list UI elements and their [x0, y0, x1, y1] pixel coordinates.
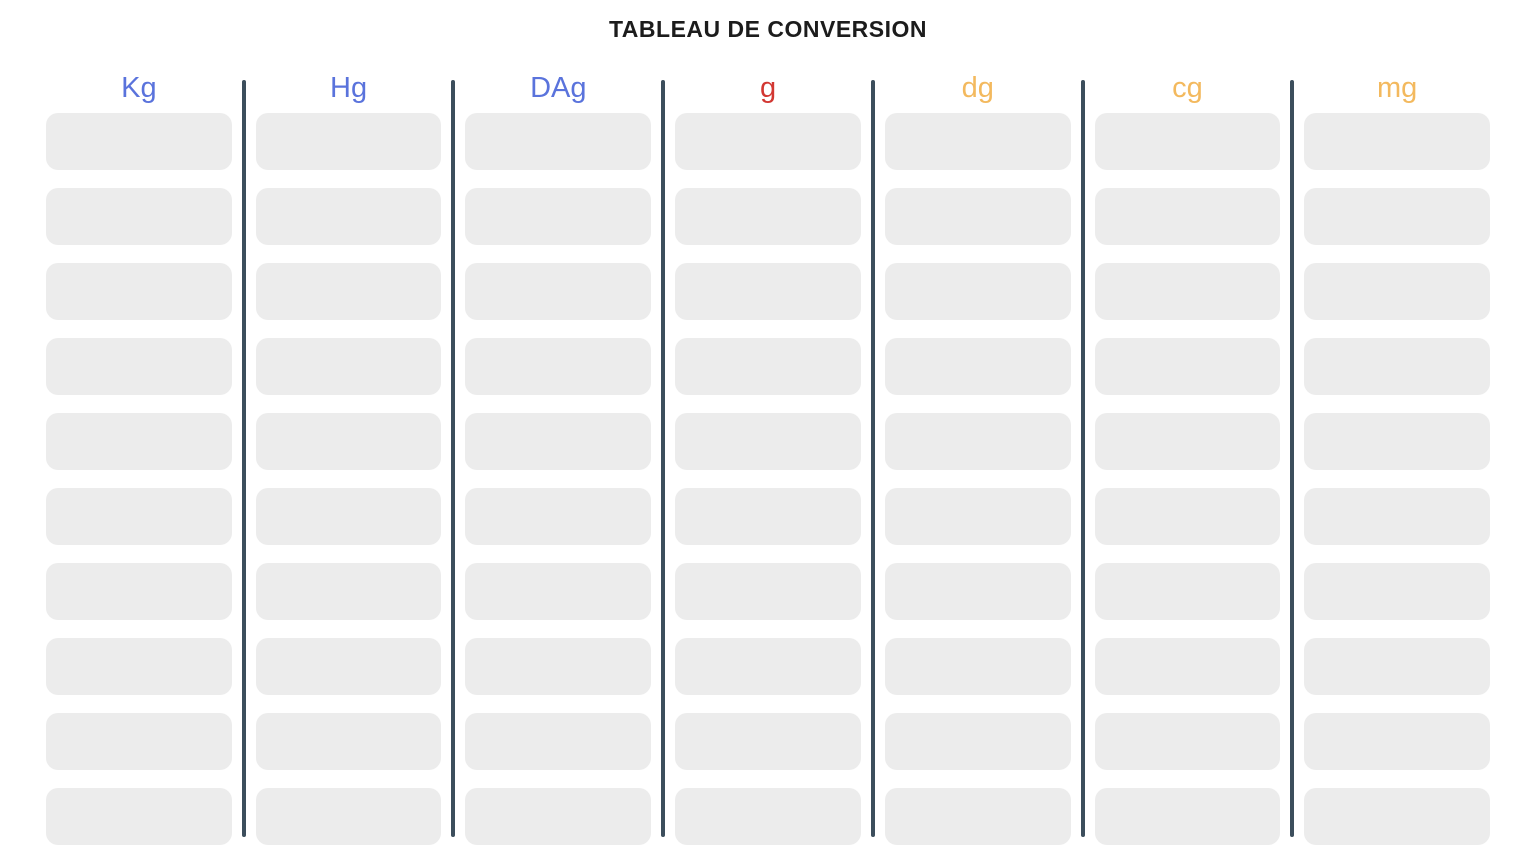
conversion-cell[interactable]	[46, 488, 232, 545]
conversion-cell[interactable]	[1304, 713, 1491, 770]
conversion-cell[interactable]	[1304, 338, 1491, 395]
conversion-cell[interactable]	[255, 188, 442, 245]
column-header-g: g	[759, 72, 777, 104]
conversion-cell[interactable]	[1094, 638, 1281, 695]
column-cells-g	[665, 113, 871, 845]
conversion-cell[interactable]	[1304, 263, 1491, 320]
column-cells-kg	[36, 113, 242, 845]
conversion-cell[interactable]	[675, 638, 861, 695]
conversion-cell[interactable]	[46, 188, 232, 245]
conversion-cell[interactable]	[675, 188, 861, 245]
conversion-cell[interactable]	[1094, 413, 1281, 470]
conversion-cell[interactable]	[255, 263, 442, 320]
conversion-cell[interactable]	[465, 638, 652, 695]
conversion-cell[interactable]	[46, 788, 232, 845]
conversion-cell[interactable]	[465, 113, 652, 170]
conversion-cell[interactable]	[884, 563, 1071, 620]
conversion-cell[interactable]	[884, 788, 1071, 845]
conversion-cell[interactable]	[1094, 488, 1281, 545]
conversion-cell[interactable]	[1094, 563, 1281, 620]
conversion-cell[interactable]	[465, 713, 652, 770]
conversion-cell[interactable]	[884, 263, 1071, 320]
conversion-cell[interactable]	[465, 563, 652, 620]
conversion-cell[interactable]	[255, 488, 442, 545]
conversion-cell[interactable]	[1304, 788, 1491, 845]
conversion-cell[interactable]	[884, 488, 1071, 545]
conversion-cell[interactable]	[255, 563, 442, 620]
column-mg: mg	[1294, 68, 1500, 863]
conversion-cell[interactable]	[675, 338, 861, 395]
column-header-kg: Kg	[121, 72, 157, 104]
column-divider	[241, 80, 246, 837]
conversion-cell[interactable]	[465, 188, 652, 245]
conversion-cell[interactable]	[675, 713, 861, 770]
conversion-cell[interactable]	[675, 488, 861, 545]
conversion-cell[interactable]	[255, 788, 442, 845]
column-divider	[870, 80, 875, 837]
conversion-cell[interactable]	[884, 638, 1071, 695]
column-dg: dg	[875, 68, 1081, 863]
conversion-cell[interactable]	[1304, 113, 1491, 170]
conversion-cell[interactable]	[675, 263, 861, 320]
column-dag: DAg	[455, 68, 661, 863]
column-header-mg: mg	[1377, 72, 1418, 104]
conversion-cell[interactable]	[465, 488, 652, 545]
conversion-cell[interactable]	[465, 263, 652, 320]
conversion-cell[interactable]	[255, 713, 442, 770]
conversion-cell[interactable]	[884, 113, 1071, 170]
conversion-table: Kg Hg DAg g dg cg mg	[36, 68, 1500, 863]
conversion-cell[interactable]	[255, 638, 442, 695]
conversion-cell[interactable]	[255, 413, 442, 470]
conversion-cell[interactable]	[1304, 488, 1491, 545]
conversion-cell[interactable]	[255, 113, 442, 170]
column-cells-dg	[875, 113, 1081, 845]
column-divider	[451, 80, 456, 837]
column-cells-cg	[1085, 113, 1291, 845]
conversion-cell[interactable]	[255, 338, 442, 395]
column-header-cg: cg	[1172, 72, 1203, 104]
conversion-cell[interactable]	[1094, 713, 1281, 770]
conversion-cell[interactable]	[884, 188, 1071, 245]
conversion-cell[interactable]	[46, 338, 232, 395]
conversion-cell[interactable]	[1304, 188, 1491, 245]
column-header-hg: Hg	[330, 72, 368, 104]
column-header-dag: DAg	[530, 72, 587, 104]
column-header-dg: dg	[961, 72, 994, 104]
column-cells-mg	[1294, 113, 1500, 845]
column-divider	[661, 80, 666, 837]
conversion-cell[interactable]	[1094, 338, 1281, 395]
column-g: g	[665, 68, 871, 863]
column-cg: cg	[1085, 68, 1291, 863]
conversion-cell[interactable]	[46, 413, 232, 470]
conversion-cell[interactable]	[1094, 113, 1281, 170]
conversion-cell[interactable]	[675, 113, 861, 170]
conversion-cell[interactable]	[1304, 413, 1491, 470]
page-title: TABLEAU DE CONVERSION	[608, 16, 928, 42]
conversion-cell[interactable]	[1304, 638, 1491, 695]
conversion-cell[interactable]	[675, 563, 861, 620]
conversion-cell[interactable]	[46, 113, 232, 170]
column-cells-dag	[455, 113, 661, 845]
conversion-cell[interactable]	[1094, 788, 1281, 845]
conversion-cell[interactable]	[46, 563, 232, 620]
conversion-cell[interactable]	[1094, 263, 1281, 320]
conversion-cell[interactable]	[1304, 563, 1491, 620]
conversion-cell[interactable]	[675, 413, 861, 470]
conversion-cell[interactable]	[465, 788, 652, 845]
conversion-cell[interactable]	[46, 713, 232, 770]
column-cells-hg	[246, 113, 452, 845]
conversion-cell[interactable]	[465, 338, 652, 395]
column-divider	[1080, 80, 1085, 837]
column-hg: Hg	[246, 68, 452, 863]
conversion-cell[interactable]	[675, 788, 861, 845]
conversion-cell[interactable]	[884, 413, 1071, 470]
column-divider	[1290, 80, 1295, 837]
column-kg: Kg	[36, 68, 242, 863]
conversion-cell[interactable]	[465, 413, 652, 470]
conversion-cell[interactable]	[46, 638, 232, 695]
conversion-cell[interactable]	[1094, 188, 1281, 245]
conversion-cell[interactable]	[884, 713, 1071, 770]
conversion-cell[interactable]	[884, 338, 1071, 395]
conversion-cell[interactable]	[46, 263, 232, 320]
